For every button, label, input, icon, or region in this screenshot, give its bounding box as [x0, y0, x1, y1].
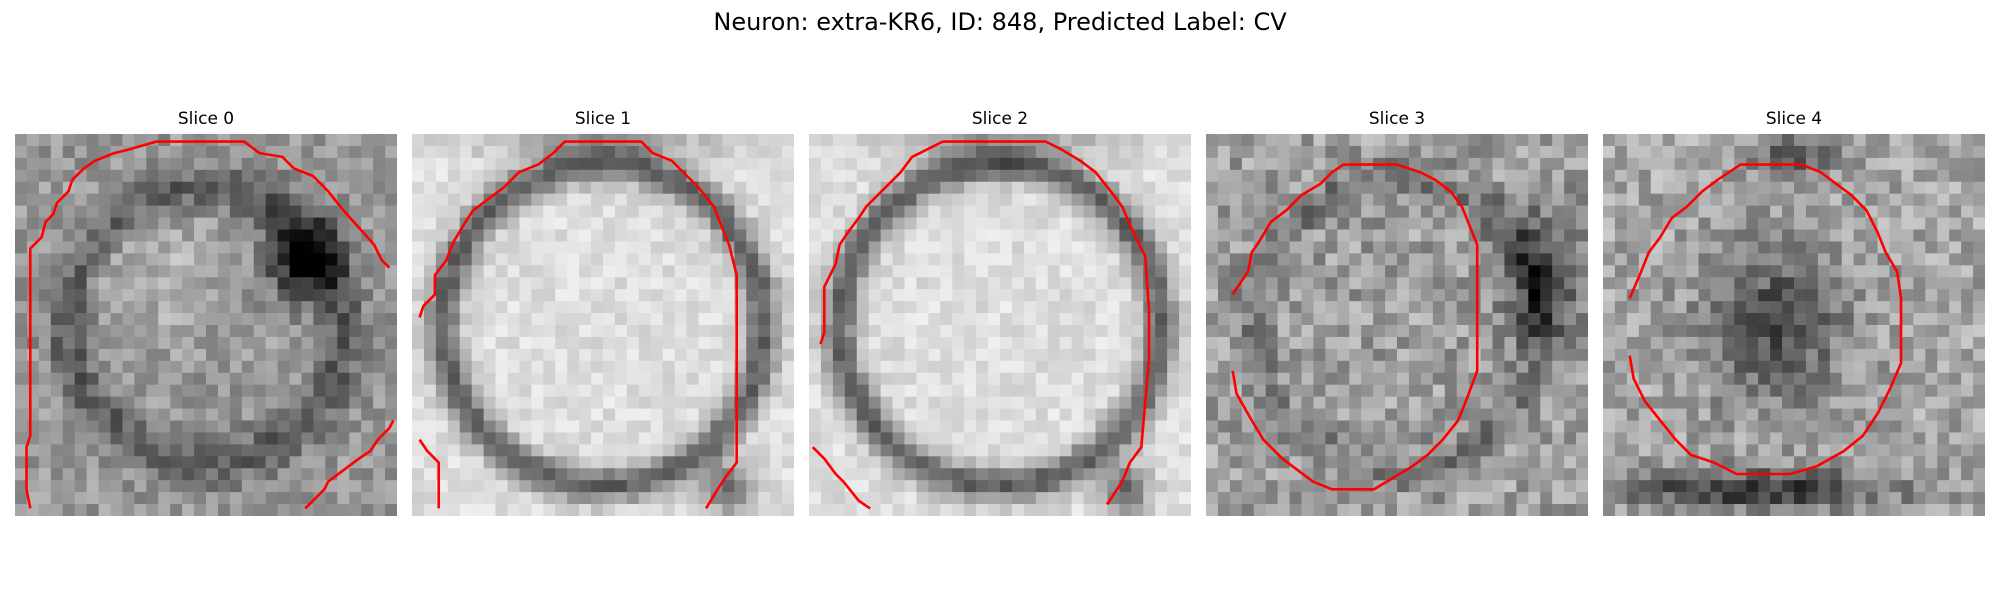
- slice-title-1: Slice 1: [574, 109, 632, 129]
- contour-line-0: [819, 140, 1151, 506]
- figure-title: Neuron: extra-KR6, ID: 848, Predicted La…: [713, 8, 1287, 36]
- slice-image-2: [809, 134, 1191, 516]
- slice-title-4: Slice 4: [1765, 109, 1823, 129]
- slice-title-2: Slice 2: [971, 109, 1029, 129]
- pixel-grid: [809, 134, 1191, 516]
- contour-line-0: [418, 140, 739, 510]
- slice-title-0: Slice 0: [177, 109, 235, 129]
- slice-image-1: [412, 134, 794, 516]
- slice-panel-4: Slice 4: [1603, 108, 1985, 516]
- pixel-grid: [1206, 134, 1588, 516]
- contour-line-1: [811, 446, 871, 510]
- slice-panel-0: Slice 0: [15, 108, 397, 516]
- slice-panel-2: Slice 2: [809, 108, 1191, 516]
- slice-title-3: Slice 3: [1368, 109, 1426, 129]
- contour-line-0: [1231, 163, 1479, 491]
- contour-line-1: [418, 438, 441, 509]
- slice-panel-1: Slice 1: [412, 108, 794, 516]
- pixel-grid: [15, 134, 397, 516]
- slice-image-3: [1206, 134, 1588, 516]
- contour-line-0: [1628, 163, 1903, 476]
- contour-line-1: [304, 419, 395, 510]
- pixel-grid: [1603, 134, 1985, 516]
- contour-line-0: [25, 140, 391, 509]
- slice-panel-3: Slice 3: [1206, 108, 1588, 516]
- slice-image-0: [15, 134, 397, 516]
- slice-image-4: [1603, 134, 1985, 516]
